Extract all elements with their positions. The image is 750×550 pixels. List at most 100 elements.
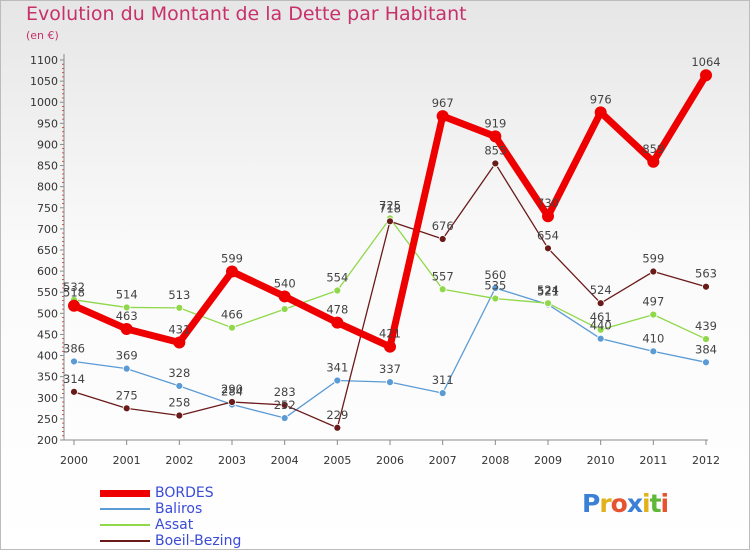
legend-item: Boeil-Bezing bbox=[100, 533, 340, 549]
y-tick-label: 550 bbox=[37, 286, 58, 299]
data-point bbox=[122, 404, 131, 413]
data-label: 466 bbox=[221, 308, 243, 322]
data-point bbox=[122, 364, 131, 373]
data-label: 252 bbox=[274, 398, 296, 412]
data-point bbox=[438, 285, 447, 294]
legend-label: Assat bbox=[155, 517, 194, 533]
logo-letter: i bbox=[642, 489, 651, 518]
data-label: 718 bbox=[379, 201, 401, 215]
data-point bbox=[544, 299, 552, 308]
data-label: 384 bbox=[695, 342, 717, 356]
data-label: 730 bbox=[537, 196, 559, 210]
data-point bbox=[333, 423, 342, 432]
data-point bbox=[280, 414, 289, 422]
chart-title: Evolution du Montant de la Dette par Hab… bbox=[26, 3, 467, 25]
data-label: 676 bbox=[432, 219, 454, 233]
y-tick-label: 250 bbox=[37, 413, 58, 426]
legend-swatch bbox=[100, 489, 150, 497]
data-label: 540 bbox=[274, 276, 296, 290]
data-label: 521 bbox=[537, 284, 559, 298]
data-point bbox=[384, 340, 396, 353]
data-label: 518 bbox=[63, 286, 85, 300]
data-label: 478 bbox=[326, 303, 348, 317]
data-label: 532 bbox=[63, 280, 85, 294]
y-tick-label: 300 bbox=[37, 392, 58, 405]
data-point bbox=[489, 130, 502, 143]
x-tick-label: 2011 bbox=[639, 454, 667, 467]
data-label: 513 bbox=[168, 288, 190, 302]
data-point bbox=[120, 322, 133, 335]
chart-subtitle: (en €) bbox=[26, 29, 59, 42]
data-point bbox=[649, 310, 658, 319]
proxiti-logo: Proxiti bbox=[582, 489, 670, 518]
x-tick-label: 2003 bbox=[218, 454, 246, 467]
data-point bbox=[331, 316, 344, 329]
data-label: 284 bbox=[221, 385, 243, 399]
legend: BORDES Baliros Assat Boeil-Bezing bbox=[100, 485, 340, 549]
legend-item: BORDES bbox=[100, 485, 340, 501]
legend-label: BORDES bbox=[155, 485, 214, 501]
data-label: 431 bbox=[168, 322, 190, 336]
data-label: 463 bbox=[116, 309, 138, 323]
y-tick-label: 900 bbox=[37, 138, 58, 151]
data-point bbox=[438, 235, 447, 243]
x-tick-label: 2001 bbox=[113, 454, 141, 467]
y-tick-label: 1000 bbox=[30, 96, 58, 109]
data-point bbox=[175, 303, 184, 312]
data-point bbox=[70, 357, 78, 366]
data-label: 535 bbox=[484, 279, 506, 293]
x-tick-label: 2004 bbox=[271, 454, 299, 467]
y-tick-label: 1100 bbox=[30, 54, 58, 67]
y-tick-label: 500 bbox=[37, 307, 58, 320]
y-tick-label: 350 bbox=[37, 371, 58, 384]
data-label: 919 bbox=[484, 116, 506, 130]
data-point bbox=[438, 389, 447, 398]
data-label: 557 bbox=[432, 269, 454, 283]
y-tick-label: 400 bbox=[37, 350, 58, 363]
data-label: 421 bbox=[379, 327, 401, 341]
y-tick-label: 600 bbox=[37, 265, 58, 278]
x-tick-label: 2006 bbox=[376, 454, 404, 467]
data-point bbox=[596, 334, 605, 343]
data-label: 275 bbox=[116, 388, 138, 402]
legend-label: Baliros bbox=[155, 501, 203, 517]
y-tick-label: 200 bbox=[37, 434, 58, 447]
logo-letter: i bbox=[660, 489, 670, 518]
x-tick-label: 2000 bbox=[60, 454, 88, 467]
data-point bbox=[702, 335, 710, 343]
data-point bbox=[173, 336, 186, 349]
data-label: 599 bbox=[221, 252, 243, 266]
data-label: 524 bbox=[537, 283, 559, 297]
y-tick-label: 1050 bbox=[30, 75, 58, 88]
logo-letter: x bbox=[626, 489, 643, 518]
legend-swatch bbox=[100, 540, 150, 542]
data-point bbox=[68, 299, 80, 312]
y-tick-label: 700 bbox=[37, 223, 58, 236]
data-label: 311 bbox=[432, 373, 454, 387]
data-label: 599 bbox=[642, 252, 664, 266]
data-label: 725 bbox=[379, 198, 401, 212]
data-point bbox=[226, 265, 238, 278]
data-point bbox=[386, 378, 394, 387]
data-label: 341 bbox=[326, 360, 348, 374]
data-point bbox=[491, 159, 500, 168]
legend-item: Baliros bbox=[100, 501, 340, 517]
logo-letter: r bbox=[599, 489, 611, 518]
data-label: 258 bbox=[168, 396, 190, 410]
data-point bbox=[386, 217, 394, 226]
data-label: 440 bbox=[590, 319, 612, 333]
data-label: 410 bbox=[642, 331, 664, 345]
data-point bbox=[594, 106, 607, 119]
data-label: 654 bbox=[537, 228, 559, 242]
data-label: 976 bbox=[590, 92, 612, 106]
data-point bbox=[175, 382, 184, 390]
legend-item: Assat bbox=[100, 517, 340, 533]
data-label: 283 bbox=[274, 385, 296, 399]
data-label: 439 bbox=[695, 319, 717, 333]
x-tick-label: 2005 bbox=[323, 454, 351, 467]
data-label: 386 bbox=[63, 341, 85, 355]
x-tick-label: 2012 bbox=[692, 454, 720, 467]
data-point bbox=[491, 294, 500, 303]
data-point bbox=[596, 325, 605, 334]
